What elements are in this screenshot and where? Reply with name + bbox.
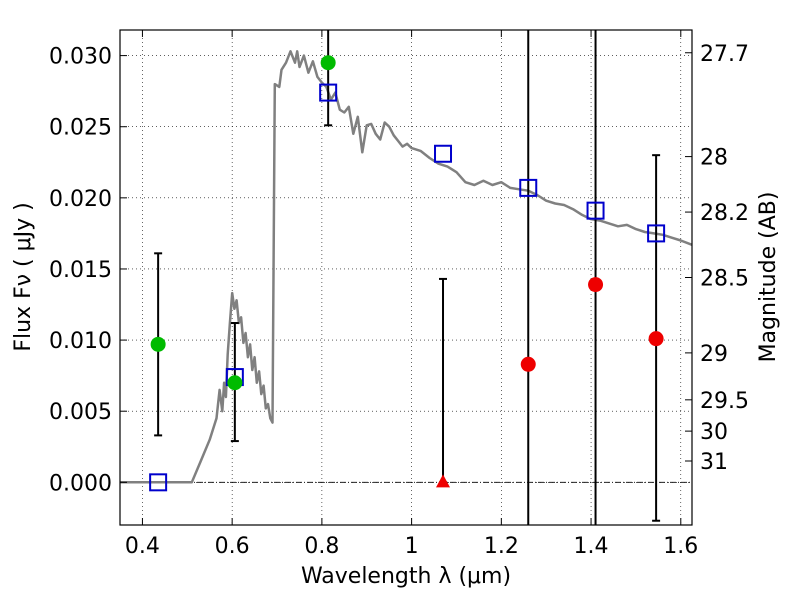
y-tick-label: 0.000 [49, 471, 112, 496]
magnitude-axis-ticks: 27.7 28 28.2 28.5 29 29.5 30 31 [685, 42, 749, 475]
x-tick-label: 0.6 [215, 534, 250, 559]
square-marker [519, 178, 538, 197]
y-axis-ticks: 0.000 0.005 0.010 0.015 0.020 0.025 0.030 [49, 45, 127, 496]
square-marker [647, 224, 666, 243]
y-tick-label: 0.005 [49, 400, 112, 425]
y-axis-label: Flux Fν ( μJy ) [11, 202, 36, 351]
magnitude-tick-label: 27.7 [700, 42, 749, 67]
y-tick-label: 0.030 [49, 45, 112, 70]
x-tick-label: 1.4 [574, 534, 609, 559]
circle-marker [588, 277, 604, 293]
square-marker [586, 201, 605, 220]
x-tick-label: 0.4 [125, 534, 160, 559]
magnitude-tick-label: 29 [700, 342, 728, 367]
x-tick-label: 0.8 [304, 534, 339, 559]
magnitude-tick-label: 31 [700, 450, 728, 475]
y-tick-label: 0.015 [49, 258, 112, 283]
model-spectrum [120, 50, 693, 484]
x-axis-ticks: 0.4 0.6 0.8 1 1.2 1.4 1.6 [125, 30, 698, 559]
y-tick-label: 0.010 [49, 329, 112, 354]
triangle-marker [436, 474, 451, 488]
circle-marker [227, 375, 243, 391]
square-marker [149, 473, 168, 492]
data-markers [149, 55, 666, 492]
circle-marker [320, 55, 336, 71]
y-tick-label: 0.020 [49, 187, 112, 212]
square-marker [434, 144, 453, 163]
x-tick-label: 1 [405, 534, 419, 559]
x-axis-label: Wavelength λ (μm) [301, 564, 511, 589]
magnitude-tick-label: 28 [700, 146, 728, 171]
circle-marker [520, 356, 536, 372]
magnitude-tick-label: 28.5 [700, 267, 749, 292]
circle-marker [150, 336, 166, 352]
square-marker [319, 83, 338, 102]
y-tick-label: 0.025 [49, 116, 112, 141]
x-tick-label: 1.2 [484, 534, 519, 559]
magnitude-tick-label: 30 [700, 420, 728, 445]
magnitude-tick-label: 29.5 [700, 389, 749, 414]
x-tick-label: 1.6 [663, 534, 698, 559]
magnitude-tick-label: 28.2 [700, 201, 749, 226]
spectrum-line [120, 50, 693, 484]
circle-marker [648, 331, 664, 347]
magnitude-axis-label: Magnitude (AB) [756, 192, 781, 363]
